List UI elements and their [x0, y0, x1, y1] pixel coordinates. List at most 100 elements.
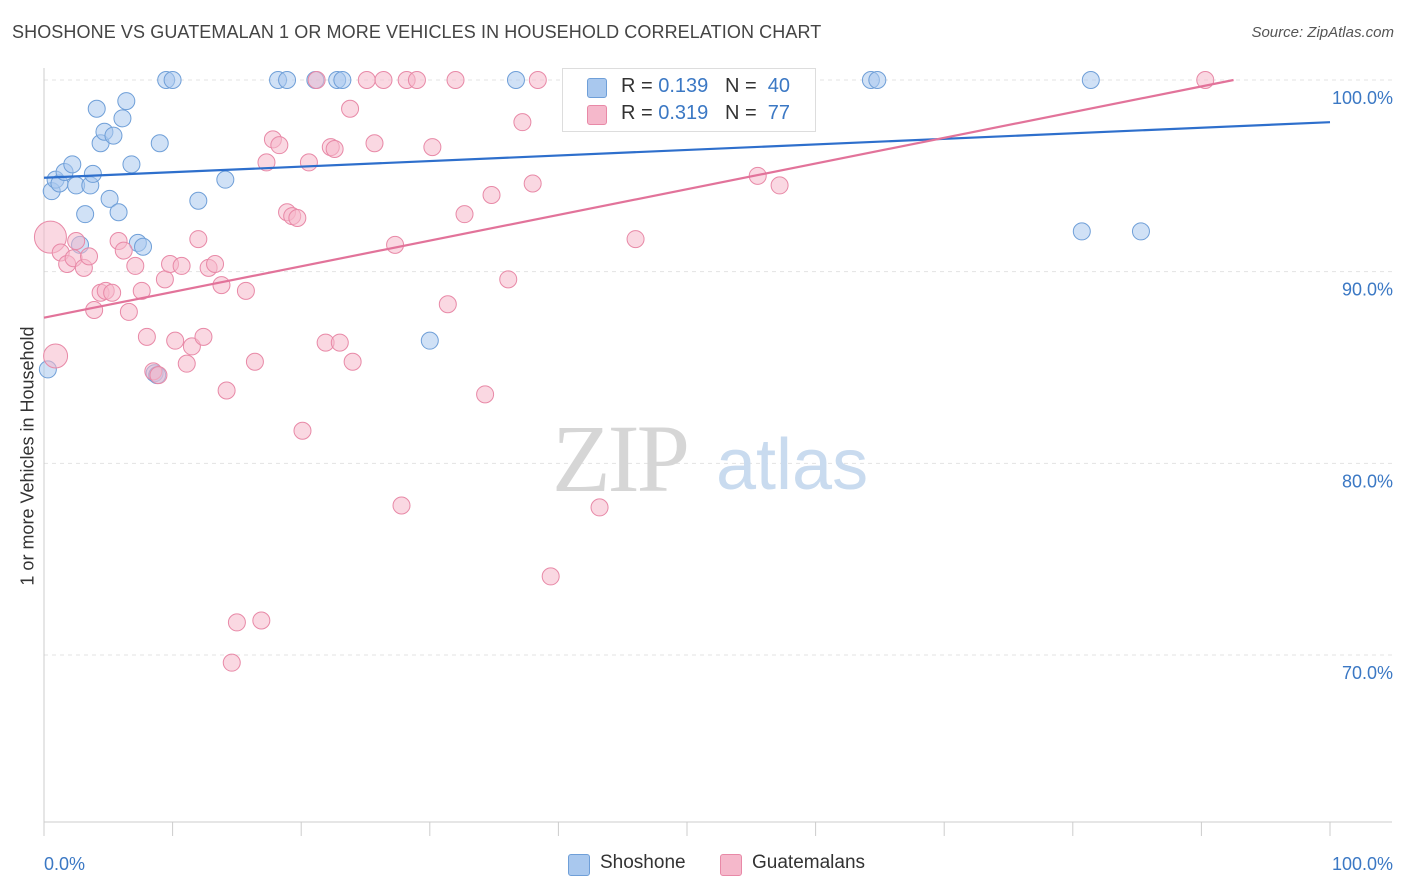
- point-guatemalans: [407, 71, 426, 89]
- bottom-legend-swatch-guatemalans: [720, 854, 742, 876]
- point-shoshone: [100, 189, 119, 208]
- chart-title: SHOSHONE VS GUATEMALAN 1 OR MORE VEHICLE…: [12, 22, 822, 42]
- point-shoshone: [104, 126, 123, 145]
- point-shoshone: [117, 92, 136, 111]
- point-shoshone: [420, 331, 439, 350]
- point-guatemalans: [132, 281, 151, 300]
- grid-lines: [44, 79, 1392, 656]
- legend-n-label: N =: [724, 102, 757, 124]
- trend-line-shoshone: [43, 121, 1331, 179]
- y-tick-label: 90.0%: [1342, 280, 1393, 300]
- legend-swatch-guatemalans: [587, 105, 607, 125]
- x-tick-label-left: 0.0%: [44, 854, 85, 874]
- watermark-zip: ZIP: [552, 405, 687, 512]
- y-tick-label: 70.0%: [1342, 663, 1393, 683]
- point-guatemalans: [137, 327, 156, 346]
- point-guatemalans: [392, 496, 411, 515]
- point-guatemalans: [217, 381, 236, 400]
- point-guatemalans: [365, 134, 384, 153]
- x-tick-label-right: 100.0%: [1332, 854, 1393, 874]
- point-guatemalans: [455, 205, 474, 224]
- point-guatemalans: [343, 352, 362, 371]
- point-shoshone: [216, 170, 235, 189]
- watermark-atlas: atlas: [716, 425, 868, 505]
- legend-r-label: R =: [621, 102, 653, 124]
- y-tick-label: 80.0%: [1342, 471, 1393, 491]
- point-shoshone: [506, 71, 525, 89]
- point-shoshone: [278, 71, 297, 89]
- point-guatemalans: [541, 567, 560, 586]
- point-guatemalans: [227, 613, 246, 632]
- point-guatemalans: [119, 302, 138, 321]
- point-guatemalans: [288, 209, 307, 227]
- point-guatemalans: [523, 174, 542, 193]
- point-guatemalans: [114, 241, 133, 260]
- bottom-legend-label-guatemalans: Guatemalans: [752, 852, 866, 873]
- point-guatemalans: [126, 256, 145, 275]
- point-shoshone: [83, 164, 102, 183]
- watermark: ZIP atlas: [552, 405, 868, 512]
- point-guatemalans: [438, 295, 457, 314]
- point-guatemalans: [182, 337, 201, 356]
- point-guatemalans: [212, 276, 231, 295]
- point-guatemalans: [172, 256, 191, 275]
- tick-labels: 100.0% 90.0% 80.0% 70.0% 0.0% 100.0%: [44, 88, 1393, 874]
- point-guatemalans: [626, 230, 645, 249]
- point-shoshone: [189, 191, 208, 210]
- point-guatemalans: [257, 153, 276, 172]
- point-guatemalans: [590, 498, 609, 517]
- chart-source: Source: ZipAtlas.com: [1251, 24, 1394, 41]
- point-guatemalans: [423, 138, 442, 157]
- point-guatemalans: [206, 255, 225, 273]
- point-guatemalans: [80, 247, 99, 266]
- point-guatemalans: [85, 301, 104, 319]
- point-shoshone: [122, 155, 141, 174]
- y-tick-label: 100.0%: [1332, 88, 1393, 108]
- point-guatemalans: [299, 153, 318, 172]
- point-guatemalans: [67, 232, 86, 250]
- point-guatemalans: [155, 270, 174, 289]
- point-guatemalans: [341, 99, 360, 118]
- bottom-legend-swatch-shoshone: [568, 854, 590, 876]
- point-shoshone: [868, 71, 887, 89]
- point-shoshone: [1081, 71, 1100, 89]
- point-guatemalans: [528, 71, 547, 89]
- point-guatemalans: [330, 333, 349, 352]
- point-guatemalans: [476, 385, 495, 404]
- point-guatemalans: [43, 343, 69, 369]
- point-guatemalans: [222, 653, 241, 672]
- point-guatemalans: [245, 352, 264, 371]
- bottom-legend-label-shoshone: Shoshone: [600, 852, 686, 873]
- point-guatemalans: [482, 186, 501, 204]
- point-guatemalans: [293, 421, 312, 440]
- legend-r-value: 0.139: [658, 75, 709, 97]
- point-guatemalans: [194, 327, 213, 346]
- point-guatemalans: [270, 136, 289, 155]
- legend-n-value: 40: [767, 75, 791, 97]
- legend-swatch-shoshone: [587, 78, 607, 98]
- point-shoshone: [134, 237, 153, 256]
- point-shoshone: [113, 109, 132, 128]
- point-guatemalans: [446, 71, 465, 89]
- point-shoshone: [333, 71, 352, 89]
- point-guatemalans: [236, 281, 255, 300]
- legend-r-value: 0.319: [658, 102, 709, 124]
- point-shoshone: [109, 203, 128, 222]
- data-points: [33, 71, 1215, 672]
- point-shoshone: [150, 134, 169, 153]
- point-shoshone: [76, 205, 95, 224]
- stats-legend: R = 0.139 N = 40 R = 0.319 N = 77: [562, 68, 816, 132]
- point-guatemalans: [103, 283, 122, 302]
- point-shoshone: [87, 99, 106, 118]
- point-guatemalans: [325, 140, 344, 158]
- point-guatemalans: [307, 71, 326, 89]
- point-guatemalans: [252, 611, 271, 630]
- point-guatemalans: [386, 235, 405, 254]
- point-shoshone: [163, 71, 182, 89]
- point-shoshone: [63, 155, 82, 174]
- trend-line-guatemalans: [43, 78, 1234, 319]
- point-guatemalans: [374, 71, 393, 89]
- legend-n-value: 77: [767, 102, 791, 124]
- point-guatemalans: [149, 366, 168, 385]
